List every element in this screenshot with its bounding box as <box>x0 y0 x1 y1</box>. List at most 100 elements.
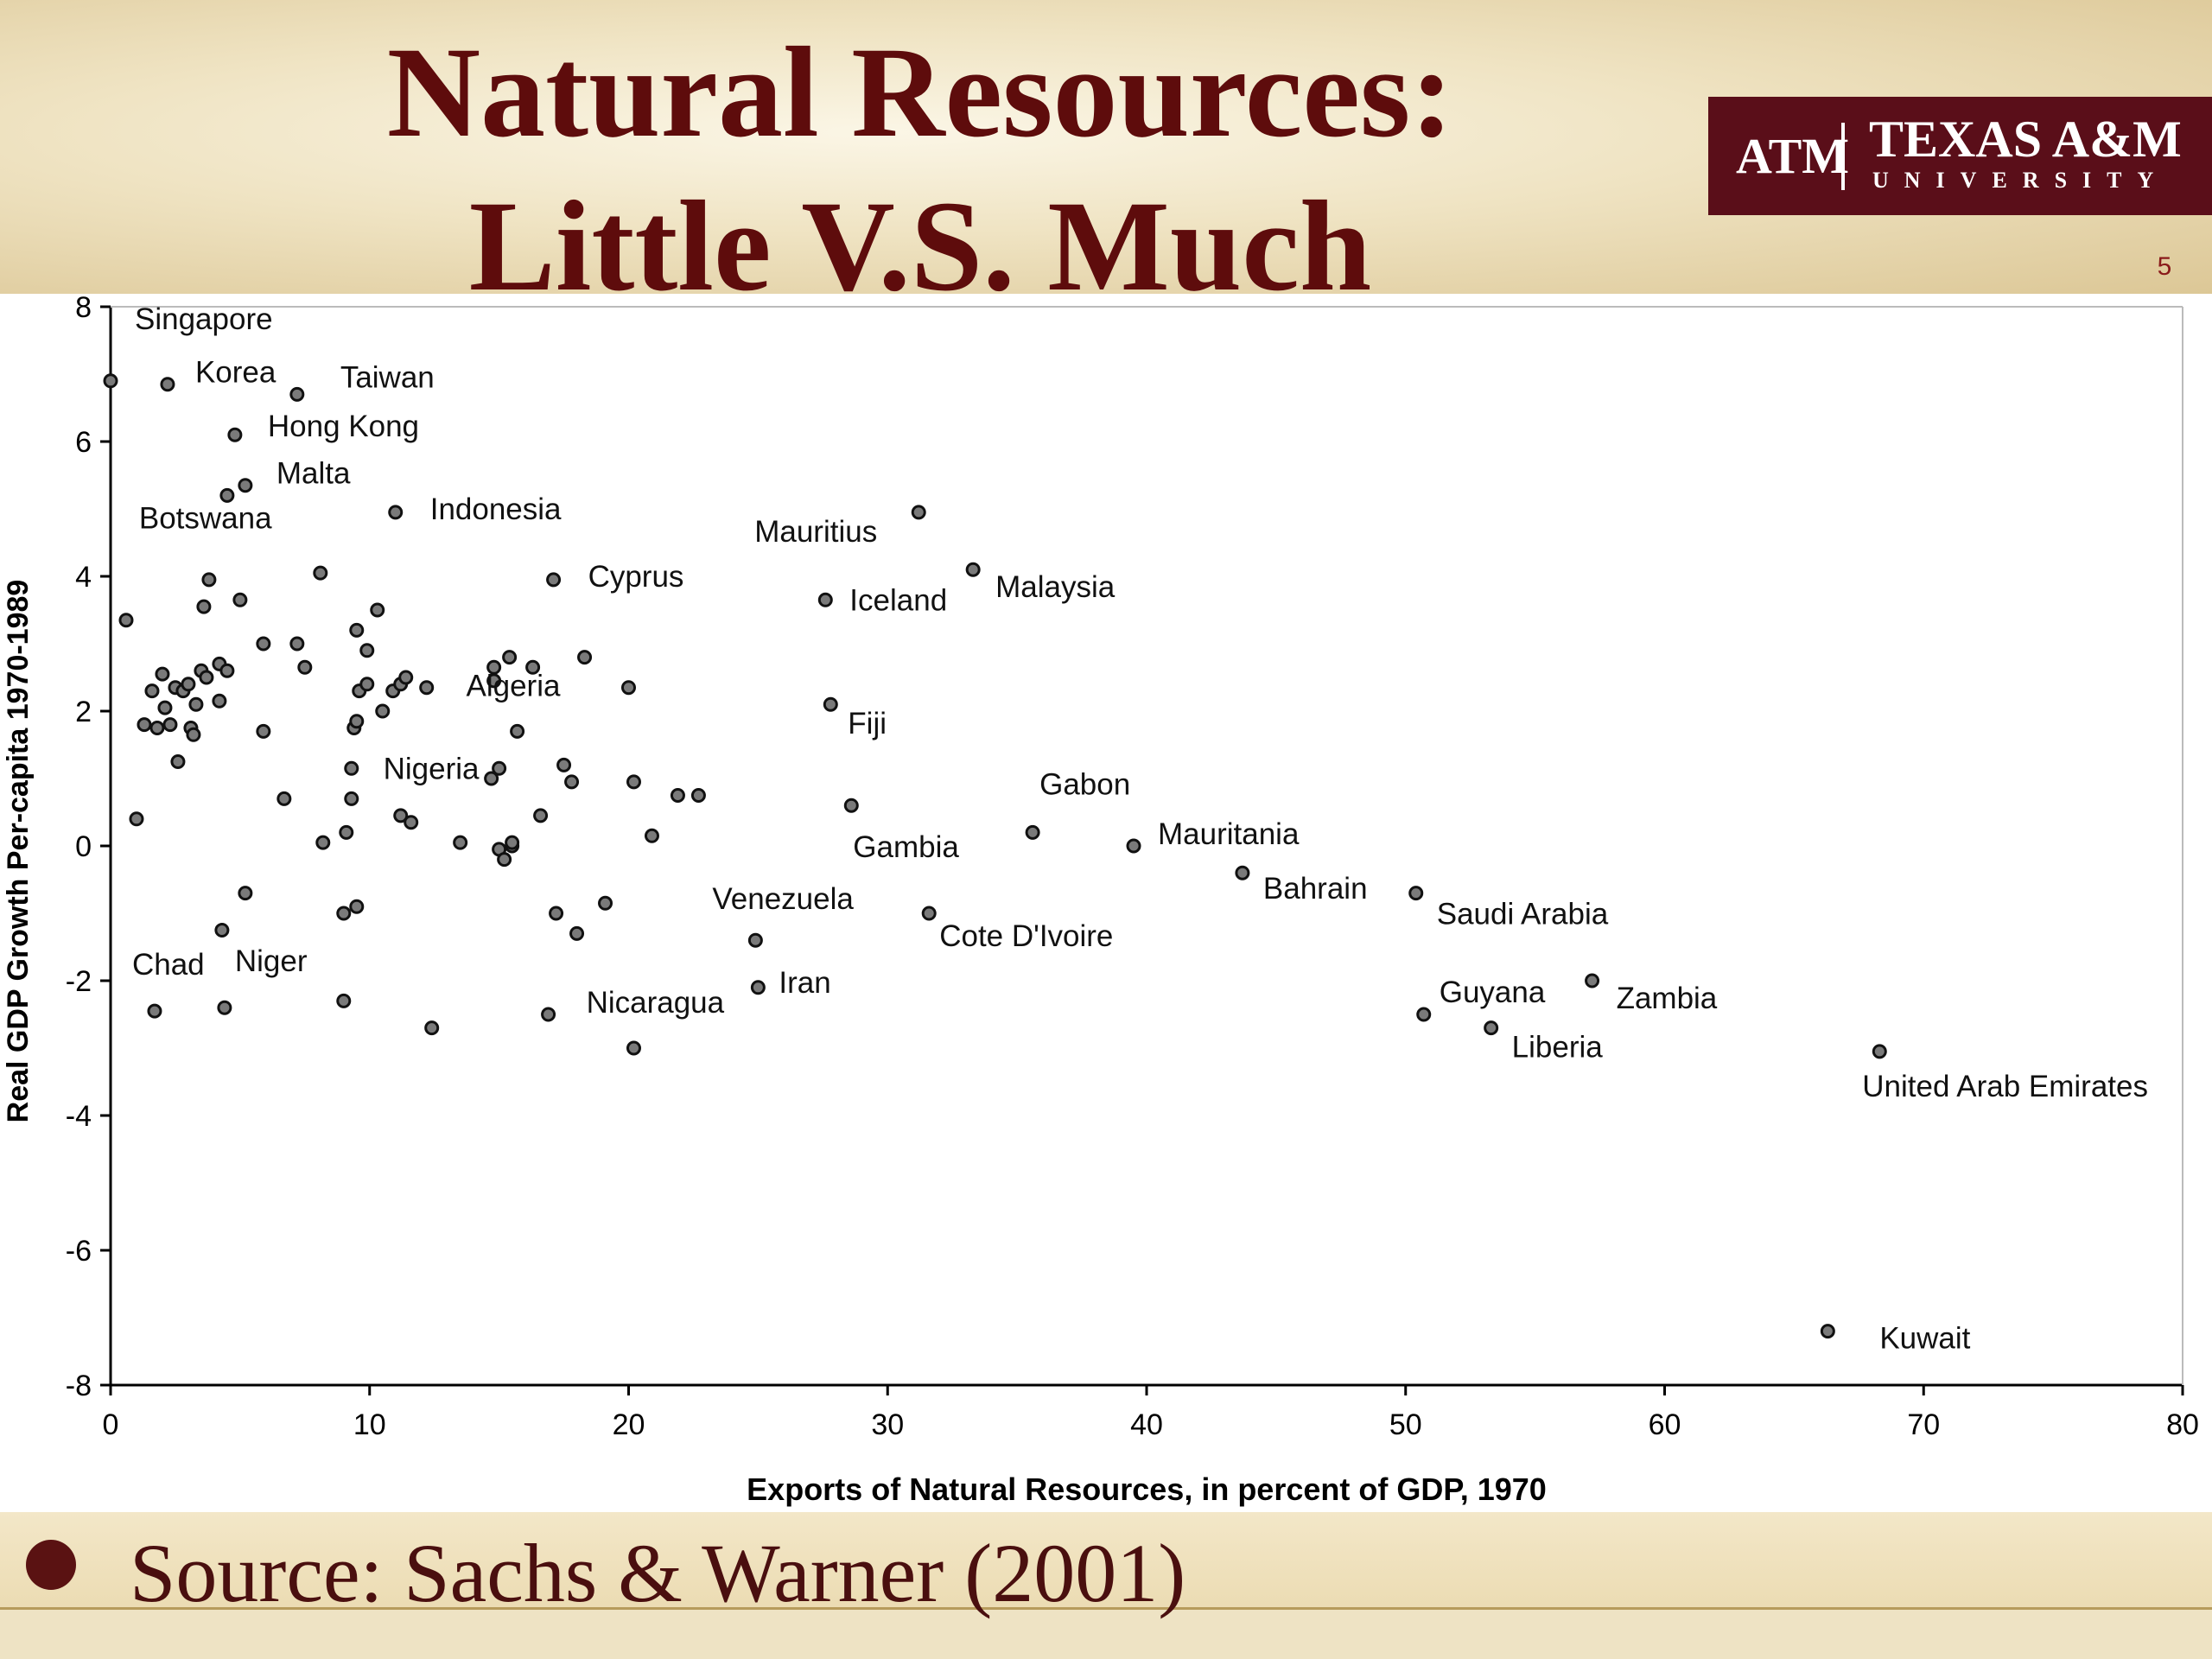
data-point <box>144 683 160 699</box>
data-point <box>1820 1324 1835 1339</box>
university-logo: ATM TEXAS A&M UNIVERSITY <box>1708 97 2212 215</box>
point-label: Iran <box>779 966 830 1000</box>
data-point <box>219 487 235 503</box>
data-point <box>349 714 365 729</box>
data-point <box>212 693 227 709</box>
point-label: Mauritius <box>754 515 877 549</box>
point-label: Saudi Arabia <box>1437 898 1609 931</box>
point-label: Chad <box>132 948 205 982</box>
data-point <box>486 659 502 675</box>
data-point <box>670 788 685 803</box>
data-point <box>256 723 271 739</box>
data-point <box>375 703 391 719</box>
data-point <box>424 1020 440 1036</box>
data-point <box>644 828 659 843</box>
data-point <box>453 835 468 850</box>
data-point <box>349 622 365 638</box>
point-label: Mauritania <box>1158 817 1300 851</box>
data-point <box>339 824 354 840</box>
data-point <box>1235 865 1250 880</box>
data-point <box>505 835 520 850</box>
data-point <box>569 925 585 941</box>
point-label: Cyprus <box>588 560 684 594</box>
y-tick-label: -6 <box>66 1235 92 1268</box>
data-point <box>549 906 564 921</box>
data-point <box>238 478 253 493</box>
data-point <box>155 666 170 682</box>
data-point <box>256 636 271 652</box>
data-point <box>232 592 248 607</box>
data-point <box>118 613 134 628</box>
point-label: Gambia <box>853 830 959 864</box>
data-point <box>1484 1020 1499 1036</box>
x-tick-label: 80 <box>2166 1408 2199 1441</box>
data-point <box>747 932 763 948</box>
data-point <box>393 808 409 823</box>
scatter-chart: 0 10 20 30 40 50 60 70 80 -8 -6 -4 -2 0 2 4 6 8 Singapore… <box>2 294 2199 1507</box>
slide-title-line-2: Little V.S. Much <box>468 175 1372 318</box>
data-point <box>492 760 507 776</box>
y-tick-label: 4 <box>75 561 92 594</box>
data-point <box>315 835 331 850</box>
x-tick-label: 70 <box>1907 1408 1940 1441</box>
data-point <box>349 899 365 914</box>
data-point <box>186 727 201 742</box>
source-citation: Source: Sachs & Warner (2001) <box>130 1527 1186 1619</box>
chart-axes <box>109 306 2183 1387</box>
data-point <box>388 505 404 520</box>
point-label: Gabon <box>1039 767 1130 801</box>
point-label: Taiwan <box>340 360 435 394</box>
x-tick-label: 0 <box>103 1408 119 1441</box>
data-point <box>398 670 414 685</box>
data-point <box>370 602 385 618</box>
data-point <box>497 852 512 868</box>
point-label: Niger <box>235 944 308 978</box>
y-tick-label: -4 <box>66 1100 92 1133</box>
y-tick-label: -8 <box>66 1370 92 1402</box>
data-point <box>621 680 636 696</box>
y-tick-label: 6 <box>75 426 92 459</box>
data-point <box>313 565 328 581</box>
data-point <box>1416 1007 1432 1022</box>
logo-subtitle: UNIVERSITY <box>1872 168 2170 193</box>
atm-logo-mark: ATM <box>1736 128 1850 184</box>
data-point <box>1408 886 1424 901</box>
slide-title-line-1: Natural Resources: <box>386 21 1454 164</box>
data-point <box>1872 1044 1887 1059</box>
point-label: Zambia <box>1617 982 1718 1015</box>
data-point <box>160 377 175 392</box>
data-point <box>419 680 435 696</box>
x-tick-label: 10 <box>353 1408 386 1441</box>
point-label: Iceland <box>849 583 947 617</box>
data-point <box>217 1000 232 1015</box>
data-point <box>289 636 305 652</box>
data-point <box>484 771 499 786</box>
data-point <box>344 791 359 806</box>
logo-name: TEXAS A&M <box>1869 111 2182 168</box>
x-tick-label: 20 <box>613 1408 645 1441</box>
data-point <box>911 505 926 520</box>
data-point <box>344 760 359 776</box>
slide-header: Natural Resources: Little V.S. Much ATM … <box>0 0 2212 318</box>
point-label: Korea <box>195 356 276 390</box>
data-point <box>525 659 541 675</box>
data-point <box>486 673 502 689</box>
point-label: Liberia <box>1512 1031 1604 1065</box>
data-point <box>238 886 253 901</box>
x-tick-label: 40 <box>1130 1408 1163 1441</box>
data-point <box>289 386 305 402</box>
data-point <box>188 696 204 712</box>
data-point <box>690 788 706 803</box>
point-label: Algeria <box>467 670 561 703</box>
data-point <box>626 774 641 790</box>
data-point <box>359 643 375 658</box>
point-label: Hong Kong <box>268 410 419 443</box>
point-labels: Singapore Korea Taiwan Hong Kong MaltaBotswa… <box>132 302 2148 1356</box>
data-point <box>219 663 235 678</box>
data-point <box>162 717 178 733</box>
data-point <box>1585 973 1600 988</box>
point-label: Botswana <box>139 501 272 535</box>
point-label: Cote D'Ivoire <box>939 919 1113 953</box>
point-label: United Arab Emirates <box>1862 1070 2148 1103</box>
footer-band <box>0 1609 2212 1659</box>
